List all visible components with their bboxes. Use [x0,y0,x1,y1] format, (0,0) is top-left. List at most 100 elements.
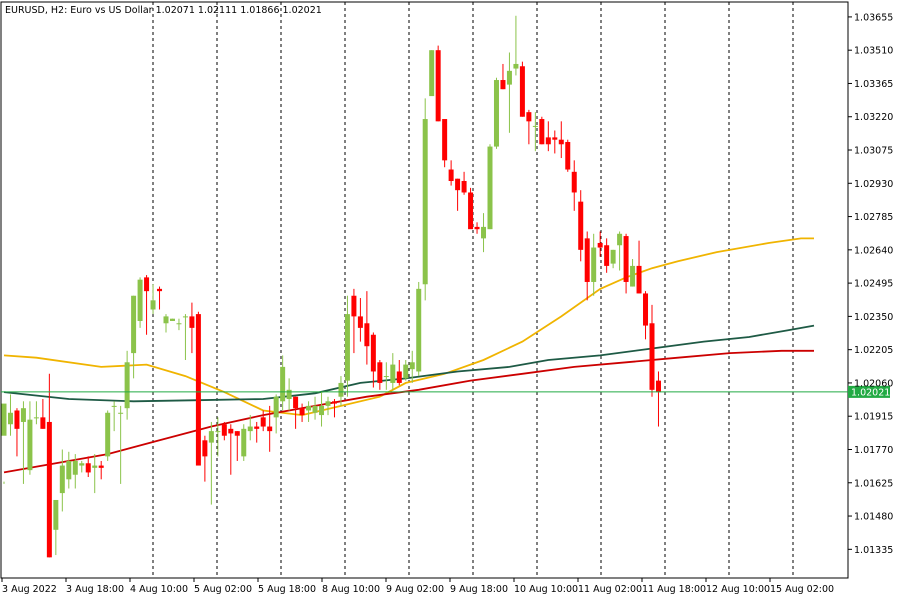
y-tick-label: 1.02640 [854,245,893,256]
candle-bull [493,80,499,147]
candle-bull [532,125,538,127]
candle-bear [396,371,402,383]
candle-bull [176,323,182,325]
candle-bear [649,323,655,390]
y-tick-label: 1.02205 [854,345,893,356]
candle-bear [195,314,201,466]
candle-bear [228,428,234,434]
x-tick-label: 11 Aug 18:00 [642,584,706,595]
y-tick-label: 1.03510 [854,46,893,57]
y-tick-label: 1.02350 [854,312,893,323]
candle-bear [221,424,227,436]
candle-bear [539,119,545,145]
candle-bull [344,314,350,381]
candle-bear [357,316,363,328]
candle-bear [254,426,260,429]
y-tick-label: 1.03365 [854,79,893,90]
current-price-label: 1.02021 [851,387,890,398]
candle-bear [519,66,525,117]
candle-bull [247,426,253,432]
y-tick-label: 1.03220 [854,112,893,123]
candle-bear [267,426,273,432]
candle-bear [46,421,52,558]
candle-bull [182,316,188,318]
x-tick-label: 4 Aug 10:00 [130,584,188,595]
candle-bear [623,236,629,282]
candle-bull [325,401,331,406]
candle-bear [461,180,467,193]
x-tick-label: 3 Aug 18:00 [66,584,124,595]
candle-bull [163,316,169,324]
candle-bull [137,279,143,321]
axis-layer: 1.03655 1.03510 1.03365 1.03220 1.03075 1.029… [1,12,893,595]
candle-bear [202,440,208,457]
candle-bull [131,295,137,354]
candle-bear [370,334,376,372]
candle-bear [636,265,642,294]
x-tick-label: 5 Aug 18:00 [258,584,316,595]
candle-bull [241,428,247,457]
candle-bull [7,412,13,425]
candle-bull [79,463,85,466]
candle-bull [27,419,33,471]
grid-layer [0,1,849,579]
candle-bear [643,293,649,326]
chart-header: EURUSD, H2: Euro vs US Dollar 1.02071 1.… [5,5,322,16]
candle-bear [500,80,506,90]
candle-bear [558,139,564,145]
candle-bear [597,242,603,248]
x-tick-label: 9 Aug 18:00 [450,584,508,595]
candle-bear [474,226,480,230]
candle-bull [150,300,156,310]
x-tick-label: 8 Aug 10:00 [322,584,380,595]
y-tick-label: 1.01770 [854,445,893,456]
candle-bull [306,405,312,411]
candle-bear [40,417,46,429]
candle-bear [468,192,474,230]
candle-bull [487,146,493,230]
candle-bear [331,401,337,404]
candle-bear [234,431,240,436]
x-tick-label: 10 Aug 10:00 [514,584,578,595]
candle-bear [14,410,20,429]
x-tick-label: 12 Aug 10:00 [706,584,770,595]
moving-average-layer [3,237,815,474]
candle-bear [448,169,454,181]
y-tick-label: 1.03075 [854,146,893,157]
candle-bull [630,265,636,287]
x-tick-label: 3 Aug 2022 [2,584,57,595]
candle-bear [552,137,558,140]
candle-bear [85,463,91,473]
candle-bull [280,366,286,402]
candle-bear [455,178,461,191]
candle-bull [208,431,214,443]
candle-bear [260,417,266,427]
candle-bear [578,201,584,250]
candle-bull [610,249,616,264]
candle-bear [604,245,610,266]
candle-bear [377,362,383,383]
candle-bull [319,405,325,416]
candle-bull [59,465,65,494]
candle-bear [299,408,305,416]
current-price-badge [848,385,890,398]
y-tick-label: 1.02060 [854,378,893,389]
y-tick-label: 1.03655 [854,12,893,23]
candle-bear [655,380,661,393]
candle-bull [111,405,117,407]
candle-bull [513,63,519,69]
candle-layer [1,15,661,558]
x-tick-label: 15 Aug 02:00 [770,584,834,595]
candle-bull [66,460,72,480]
candle-bull [591,247,597,282]
x-tick-label: 11 Aug 02:00 [578,584,642,595]
candle-bull [481,226,487,239]
y-tick-label: 1.01625 [854,478,893,489]
candle-bull [53,499,59,530]
candle-bull [1,403,7,436]
candle-bear [157,288,163,292]
candle-bear [293,396,299,409]
candle-bear [435,50,441,122]
